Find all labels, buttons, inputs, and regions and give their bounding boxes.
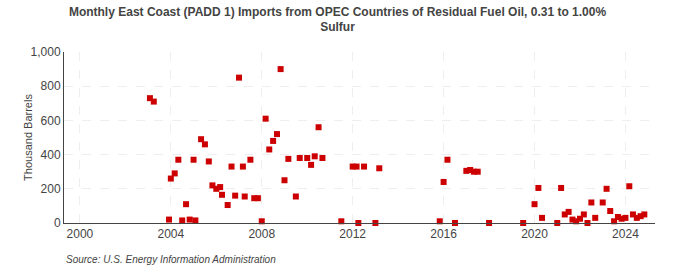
svg-text:400: 400 bbox=[41, 148, 61, 162]
svg-text:2012: 2012 bbox=[339, 227, 366, 241]
svg-text:200: 200 bbox=[41, 182, 61, 196]
svg-text:0: 0 bbox=[54, 216, 61, 230]
svg-text:2008: 2008 bbox=[248, 227, 275, 241]
svg-text:2000: 2000 bbox=[67, 227, 94, 241]
svg-text:2016: 2016 bbox=[430, 227, 457, 241]
svg-text:2004: 2004 bbox=[157, 227, 184, 241]
svg-text:2024: 2024 bbox=[612, 227, 639, 241]
svg-text:600: 600 bbox=[41, 114, 61, 128]
svg-text:2020: 2020 bbox=[521, 227, 548, 241]
svg-text:Source: U.S. Energy Informatio: Source: U.S. Energy Information Administ… bbox=[66, 254, 276, 265]
svg-text:1,000: 1,000 bbox=[31, 45, 61, 59]
svg-text:800: 800 bbox=[41, 79, 61, 93]
svg-text:Thousand Barrels: Thousand Barrels bbox=[22, 94, 34, 181]
svg-text:Monthly East Coast (PADD 1) Im: Monthly East Coast (PADD 1) Imports from… bbox=[69, 5, 607, 35]
